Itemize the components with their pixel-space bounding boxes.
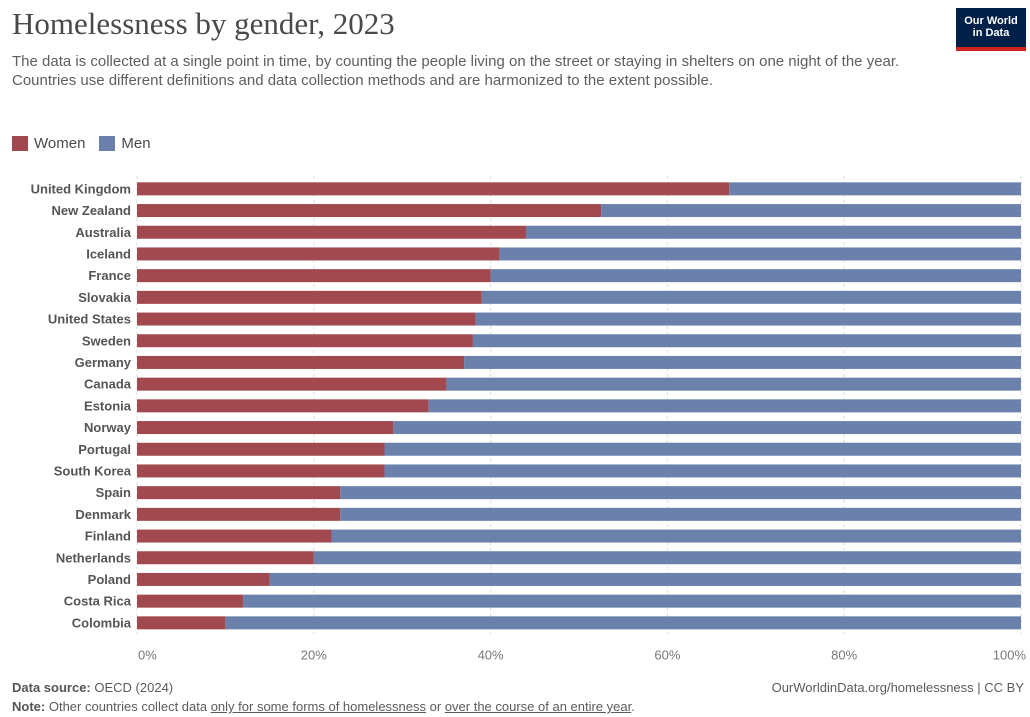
category-label: France — [88, 268, 131, 283]
bar-men — [243, 594, 1021, 608]
category-label: Iceland — [86, 246, 131, 261]
bar-men — [475, 312, 1021, 326]
stacked-bar-chart: 0% 20% 40% 60% 80% 100% United Kingdom New Zeal… — [31, 176, 1027, 663]
source-label: Data source: — [12, 680, 91, 695]
bar-men — [313, 551, 1021, 565]
bar-men — [331, 529, 1022, 543]
bar-men — [384, 464, 1021, 478]
bar-women — [137, 334, 473, 348]
legend-label-men: Men — [121, 135, 151, 152]
bar-women — [137, 377, 447, 391]
legend-swatch-women — [12, 136, 28, 151]
category-label: New Zealand — [52, 203, 132, 218]
category-label: Spain — [96, 485, 131, 500]
legend-item-women[interactable]: Women — [12, 135, 85, 152]
x-tick-label: 60% — [654, 648, 680, 663]
data-source: Data source: OECD (2024) — [12, 680, 173, 695]
category-label: Portugal — [78, 442, 131, 457]
x-tick-label: 80% — [831, 648, 857, 663]
bar-men — [393, 421, 1021, 435]
bar-men — [464, 355, 1022, 369]
category-label: South Korea — [54, 463, 132, 478]
x-tick-label: 100% — [993, 648, 1027, 663]
category-label: Colombia — [72, 615, 132, 630]
bar-men — [269, 572, 1022, 586]
bar-women — [137, 247, 500, 261]
chart-subtitle: The data is collected at a single point … — [12, 53, 900, 89]
bar-women — [137, 290, 482, 304]
bar-men — [340, 507, 1021, 521]
category-label: Norway — [84, 420, 132, 435]
note-text-2: or — [426, 699, 445, 714]
logo-line-2: in Data — [972, 27, 1010, 39]
category-label: Slovakia — [78, 290, 132, 305]
bar-women — [137, 507, 341, 521]
category-label: United Kingdom — [31, 181, 131, 196]
owid-logo[interactable]: Our World in Data — [956, 8, 1026, 51]
bar-women — [137, 399, 429, 413]
legend-label-women: Women — [34, 135, 86, 152]
bar-women — [137, 225, 526, 239]
bar-women — [137, 529, 332, 543]
legend-swatch-men — [99, 136, 116, 151]
bar-men — [340, 486, 1021, 500]
bar-men — [428, 399, 1022, 413]
note-link-partial-forms[interactable]: only for some forms of homelessness — [210, 699, 427, 714]
bar-women — [137, 204, 602, 218]
bar-women — [137, 442, 385, 456]
note-text-3: . — [631, 699, 635, 714]
bar-women — [137, 421, 394, 435]
category-label: Germany — [75, 355, 132, 370]
page-title: Homelessness by gender, 2023 — [12, 6, 395, 41]
x-tick-label: 40% — [478, 648, 504, 663]
bar-women — [137, 616, 226, 630]
note-link-entire-year[interactable]: over the course of an entire year — [444, 699, 632, 714]
bar-women — [137, 269, 491, 283]
category-label: United States — [48, 312, 131, 327]
source-url[interactable]: OurWorldinData.org/homelessness | CC BY — [771, 680, 1024, 695]
category-label: Sweden — [82, 333, 131, 348]
category-label: Australia — [75, 225, 131, 240]
category-label: Estonia — [84, 398, 132, 413]
bar-women — [137, 486, 341, 500]
bar-men — [601, 204, 1021, 218]
bar-men — [446, 377, 1021, 391]
bar-men — [499, 247, 1021, 261]
category-label: Poland — [88, 572, 131, 587]
category-label: Costa Rica — [64, 594, 132, 609]
bar-men — [384, 442, 1021, 456]
note-text-1: Other countries collect data — [48, 699, 211, 714]
bar-women — [137, 312, 476, 326]
legend-item-men[interactable]: Men — [99, 135, 151, 152]
bar-women — [137, 572, 270, 586]
source-value: OECD (2024) — [94, 680, 174, 695]
bar-women — [137, 182, 730, 196]
bar-men — [729, 182, 1021, 196]
logo-line-1: Our World — [964, 15, 1018, 27]
bar-women — [137, 355, 465, 369]
bar-men — [525, 225, 1021, 239]
category-label: Netherlands — [56, 550, 131, 565]
category-label: Finland — [85, 529, 131, 544]
x-tick-label: 0% — [138, 648, 157, 663]
x-tick-label: 20% — [301, 648, 327, 663]
note-label: Note: — [12, 699, 46, 714]
bar-men — [490, 269, 1022, 283]
bar-men — [472, 334, 1021, 348]
category-label: Denmark — [75, 507, 131, 522]
chart-legend: Women Men — [12, 135, 151, 152]
bar-men — [225, 616, 1021, 630]
bar-men — [481, 290, 1021, 304]
bar-women — [137, 551, 314, 565]
bar-women — [137, 464, 385, 478]
category-label: Canada — [84, 377, 132, 392]
chart-note: Note: Other countries collect data only … — [12, 699, 635, 714]
bar-women — [137, 594, 244, 608]
